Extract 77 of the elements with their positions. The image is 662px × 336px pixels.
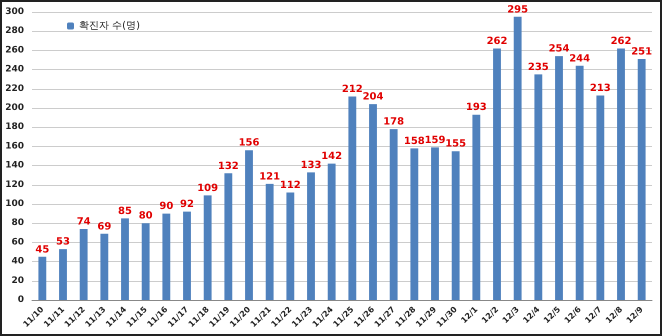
data-label: 133: [300, 160, 322, 171]
bar: [617, 48, 625, 300]
bar: [514, 16, 522, 300]
data-label: 254: [548, 44, 570, 55]
y-tick-label: 80: [11, 218, 24, 228]
bar: [80, 228, 88, 300]
data-label: 193: [466, 102, 487, 114]
data-label: 121: [259, 171, 280, 182]
bar: [307, 172, 315, 300]
y-tick-label: 120: [5, 180, 24, 190]
data-label: 112: [280, 180, 301, 191]
data-label: 244: [569, 53, 590, 64]
data-label: 45: [35, 244, 50, 256]
data-label: 109: [197, 182, 218, 194]
bar: [245, 150, 253, 300]
bar: [431, 147, 439, 300]
y-tick-label: 180: [5, 122, 24, 132]
data-label: 80: [138, 210, 153, 222]
data-label: 53: [56, 236, 70, 248]
data-label: 295: [507, 4, 528, 16]
data-label: 158: [404, 136, 425, 147]
bar: [204, 195, 212, 300]
data-label: 132: [218, 160, 239, 172]
bar: [534, 74, 542, 300]
y-tick-label: 0: [18, 295, 24, 305]
data-label: 262: [610, 36, 632, 47]
data-label: 155: [445, 138, 466, 150]
y-tick-label: 160: [5, 141, 24, 152]
bar: [493, 48, 501, 300]
data-label: 74: [76, 216, 91, 228]
data-label: 212: [342, 84, 363, 95]
bar: [410, 148, 418, 300]
data-label: 251: [631, 46, 652, 58]
data-label: 159: [424, 134, 446, 146]
bar: [162, 214, 170, 300]
bar: [266, 184, 274, 300]
y-tick-label: 60: [11, 237, 24, 248]
y-tick-label: 300: [5, 7, 24, 17]
bar: [59, 249, 67, 300]
data-label: 142: [321, 151, 342, 162]
y-tick-label: 140: [5, 160, 24, 171]
bar: [142, 223, 150, 300]
bar: [638, 59, 646, 300]
bar: [472, 114, 480, 300]
bar: [452, 151, 460, 300]
y-tick-label: 100: [5, 199, 24, 209]
bar: [183, 212, 191, 300]
y-tick-label: 240: [5, 64, 24, 75]
y-tick-label: 260: [5, 45, 24, 56]
data-label: 213: [590, 83, 611, 94]
y-tick-label: 40: [11, 256, 24, 267]
bar: [38, 256, 46, 300]
y-tick-label: 280: [5, 26, 24, 36]
data-label: 156: [238, 138, 260, 149]
data-label: 235: [528, 62, 549, 73]
bar: [576, 66, 584, 300]
bar: [390, 129, 398, 300]
data-label: 178: [383, 116, 404, 128]
data-label: 69: [97, 221, 112, 232]
y-tick-label: 200: [5, 103, 24, 113]
bar: [328, 164, 336, 300]
data-label: 262: [486, 36, 508, 47]
y-tick-label: 220: [5, 84, 24, 94]
bar: [286, 192, 294, 300]
bar: [348, 96, 356, 300]
data-label: 204: [362, 92, 384, 103]
bar: [369, 104, 377, 300]
bar: [121, 218, 129, 300]
y-tick-label: 20: [11, 276, 24, 286]
bar: [224, 173, 232, 300]
bar: [555, 56, 563, 300]
bar: [596, 96, 604, 300]
legend-label: 확진자 수(명): [79, 20, 140, 32]
data-label: 90: [159, 201, 174, 212]
data-label: 92: [180, 199, 194, 210]
data-label: 85: [118, 206, 132, 217]
bar: [100, 234, 108, 300]
